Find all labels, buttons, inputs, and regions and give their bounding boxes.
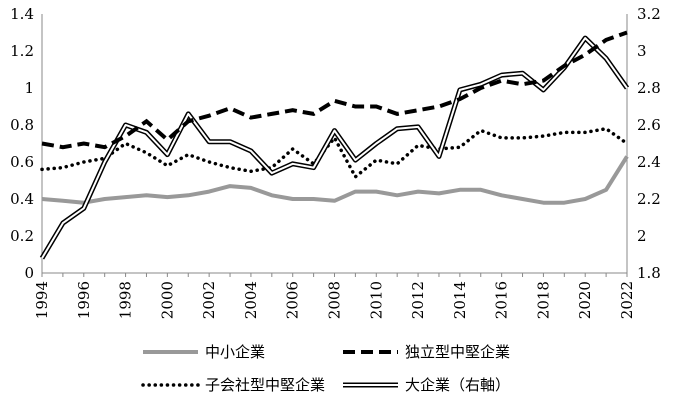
legend-item-small-business: 中小企業 xyxy=(143,343,265,361)
plot-frame xyxy=(41,14,628,274)
left-tick-label: 1.4 xyxy=(10,5,34,23)
x-tick-label: 2006 xyxy=(284,281,302,319)
x-tick-label: 2020 xyxy=(576,281,594,319)
x-tick-label: 1998 xyxy=(117,281,135,319)
x-tick-label: 1996 xyxy=(75,281,93,319)
series-large-business-line-outer xyxy=(39,35,630,260)
series-independent-midsize-line xyxy=(41,30,628,150)
x-tick-label: 1994 xyxy=(33,281,51,319)
x-tick-label: 2018 xyxy=(534,281,552,319)
left-tick-label: 1.2 xyxy=(10,42,34,60)
right-tick-label: 2.2 xyxy=(637,190,661,208)
x-axis: 1994 1996 1998 2000 2002 2004 2006 2008 2010 2012… xyxy=(33,273,636,319)
x-tick-label: 2014 xyxy=(451,281,469,319)
right-tick-label: 3.2 xyxy=(637,5,661,23)
left-tick-label: 0.2 xyxy=(10,227,34,245)
right-y-axis: 1.8 2 2.2 2.4 2.6 2.8 3 3.2 xyxy=(637,5,661,282)
right-tick-label: 2.4 xyxy=(637,153,661,171)
series-small-business-line xyxy=(41,155,629,205)
legend-label: 子会社型中堅企業 xyxy=(205,376,325,394)
series-layer xyxy=(39,30,630,260)
right-tick-label: 1.8 xyxy=(637,264,661,282)
x-tick-label: 2008 xyxy=(326,281,344,319)
x-tick-label: 2016 xyxy=(493,281,511,319)
left-tick-label: 0.8 xyxy=(10,116,34,134)
right-tick-label: 2 xyxy=(637,227,647,245)
left-tick-label: 1 xyxy=(24,79,34,97)
x-tick-label: 2012 xyxy=(409,281,427,319)
x-tick-label: 2004 xyxy=(242,281,260,319)
series-large-business-line-inner xyxy=(41,37,628,259)
right-tick-label: 2.6 xyxy=(637,116,661,134)
legend-label: 中小企業 xyxy=(205,343,265,361)
legend-item-independent-midsize: 独立型中堅企業 xyxy=(343,343,510,361)
legend-item-large-business: 大企業（右軸） xyxy=(343,376,510,394)
series-subsidiary-midsize-line xyxy=(40,126,629,180)
left-tick-label: 0 xyxy=(24,264,34,282)
x-tick-label: 2000 xyxy=(158,281,176,319)
legend-item-subsidiary-midsize: 子会社型中堅企業 xyxy=(141,376,325,394)
x-tick-label: 2022 xyxy=(618,281,636,319)
left-tick-label: 0.4 xyxy=(10,190,34,208)
x-tick-label: 2002 xyxy=(200,281,218,319)
left-tick-label: 0.6 xyxy=(10,153,34,171)
legend-label: 独立型中堅企業 xyxy=(405,343,510,361)
x-tick-label: 2010 xyxy=(367,281,385,319)
left-y-axis: 0 0.2 0.4 0.6 0.8 1 1.2 1.4 xyxy=(10,5,34,282)
right-tick-label: 3 xyxy=(637,42,647,60)
legend-label: 大企業（右軸） xyxy=(405,376,510,394)
right-tick-label: 2.8 xyxy=(637,79,661,97)
